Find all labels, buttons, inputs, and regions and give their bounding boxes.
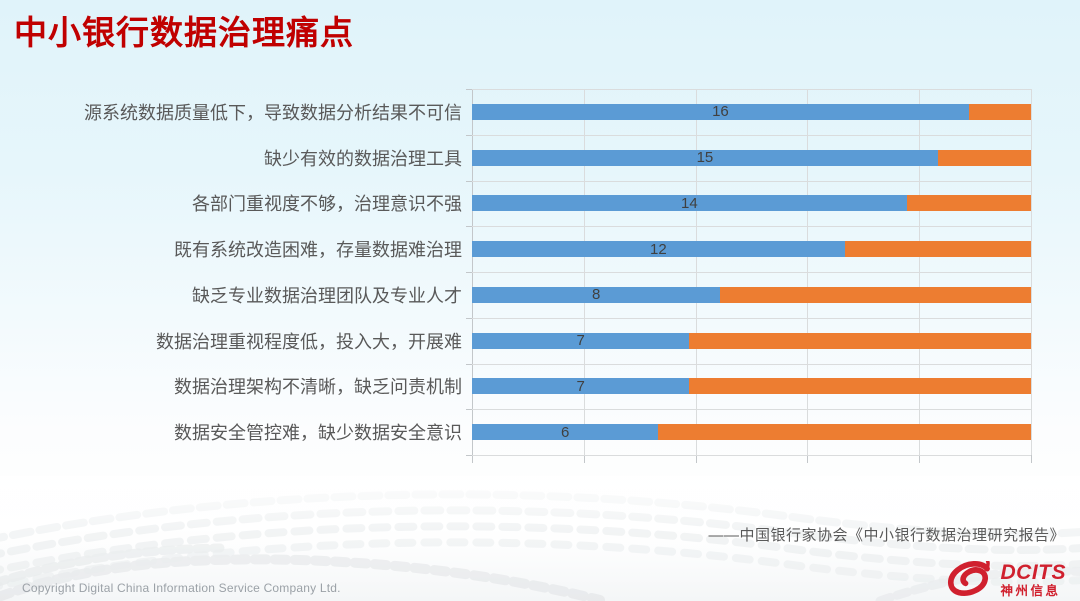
category-label: 既有系统改造困难，存量数据难治理 bbox=[174, 240, 462, 261]
bar-orange-segment bbox=[937, 149, 1031, 166]
value-label: 7 bbox=[576, 332, 585, 350]
y-gridline bbox=[472, 89, 1031, 90]
bar-orange-segment bbox=[658, 424, 1031, 441]
x-axis-tick bbox=[695, 455, 697, 463]
value-label: 8 bbox=[592, 286, 601, 304]
y-gridline bbox=[472, 409, 1031, 410]
dcits-logo: DCITS 神州信息 bbox=[943, 561, 1067, 599]
bar-blue-segment bbox=[472, 378, 690, 395]
y-axis-tick bbox=[466, 364, 472, 365]
logo-latin-text: DCITS bbox=[1000, 561, 1066, 585]
bar-blue-segment bbox=[472, 241, 845, 258]
y-axis-tick bbox=[466, 318, 472, 319]
category-label: 数据安全管控难，缺少数据安全意识 bbox=[174, 423, 462, 444]
dcits-swirl-icon bbox=[947, 561, 990, 596]
bar-blue-segment bbox=[472, 424, 659, 441]
bar-blue-segment bbox=[472, 332, 690, 349]
bar-blue-segment bbox=[472, 286, 721, 303]
value-label: 12 bbox=[649, 240, 667, 258]
x-gridline bbox=[1031, 89, 1032, 455]
bar-blue-segment bbox=[472, 195, 907, 212]
category-label: 数据治理架构不清晰，缺乏问责机制 bbox=[174, 377, 462, 398]
bar-orange-segment bbox=[720, 286, 1031, 303]
category-label: 数据治理重视程度低，投入大，开展难 bbox=[156, 331, 462, 352]
bar-orange-segment bbox=[689, 332, 1031, 349]
x-axis-tick bbox=[472, 455, 473, 463]
copyright-text: Copyright Digital China Information Serv… bbox=[22, 581, 341, 595]
logo-chinese-text: 神州信息 bbox=[1000, 584, 1061, 599]
x-axis-tick bbox=[583, 455, 585, 463]
pain-points-bar-chart: 源系统数据质量低下，导致数据分析结果不可信 16 缺少有效的数据治理工具 15 各部门重… bbox=[0, 89, 1040, 463]
bar-blue-segment bbox=[472, 103, 969, 120]
y-axis-tick bbox=[466, 181, 472, 182]
x-axis-tick bbox=[1031, 455, 1032, 463]
value-label: 6 bbox=[560, 423, 570, 441]
y-axis-tick bbox=[466, 455, 472, 456]
bar-orange-segment bbox=[689, 378, 1031, 395]
y-axis-tick bbox=[466, 89, 472, 90]
category-label: 缺乏专业数据治理团队及专业人才 bbox=[192, 285, 462, 306]
bar-blue-segment bbox=[472, 149, 938, 166]
y-axis-tick bbox=[466, 135, 472, 136]
category-label: 缺少有效的数据治理工具 bbox=[264, 148, 462, 169]
y-gridline bbox=[472, 318, 1031, 319]
category-label: 各部门重视度不够，治理意识不强 bbox=[192, 194, 462, 215]
y-gridline bbox=[472, 455, 1031, 456]
footer-bar: Copyright Digital China Information Serv… bbox=[0, 561, 1080, 601]
y-axis-tick bbox=[466, 409, 472, 410]
value-label: 15 bbox=[696, 149, 714, 167]
slide-title: 中小银行数据治理痛点 bbox=[14, 14, 354, 51]
value-label: 7 bbox=[576, 377, 585, 395]
y-axis-tick bbox=[466, 226, 472, 227]
category-label: 源系统数据质量低下，导致数据分析结果不可信 bbox=[84, 102, 462, 123]
bar-orange-segment bbox=[968, 103, 1031, 120]
value-label: 16 bbox=[712, 103, 729, 121]
y-gridline bbox=[472, 364, 1031, 365]
y-gridline bbox=[472, 272, 1031, 273]
bar-orange-segment bbox=[906, 195, 1031, 212]
x-axis-tick bbox=[919, 455, 921, 463]
x-axis-tick bbox=[807, 455, 809, 463]
y-gridline bbox=[472, 226, 1031, 227]
bar-orange-segment bbox=[844, 241, 1031, 258]
value-label: 14 bbox=[681, 194, 698, 212]
y-gridline bbox=[472, 135, 1031, 136]
y-axis-tick bbox=[466, 272, 472, 273]
source-citation: ——中国银行家协会《中小银行数据治理研究报告》 bbox=[708, 527, 1065, 544]
y-gridline bbox=[472, 181, 1031, 182]
